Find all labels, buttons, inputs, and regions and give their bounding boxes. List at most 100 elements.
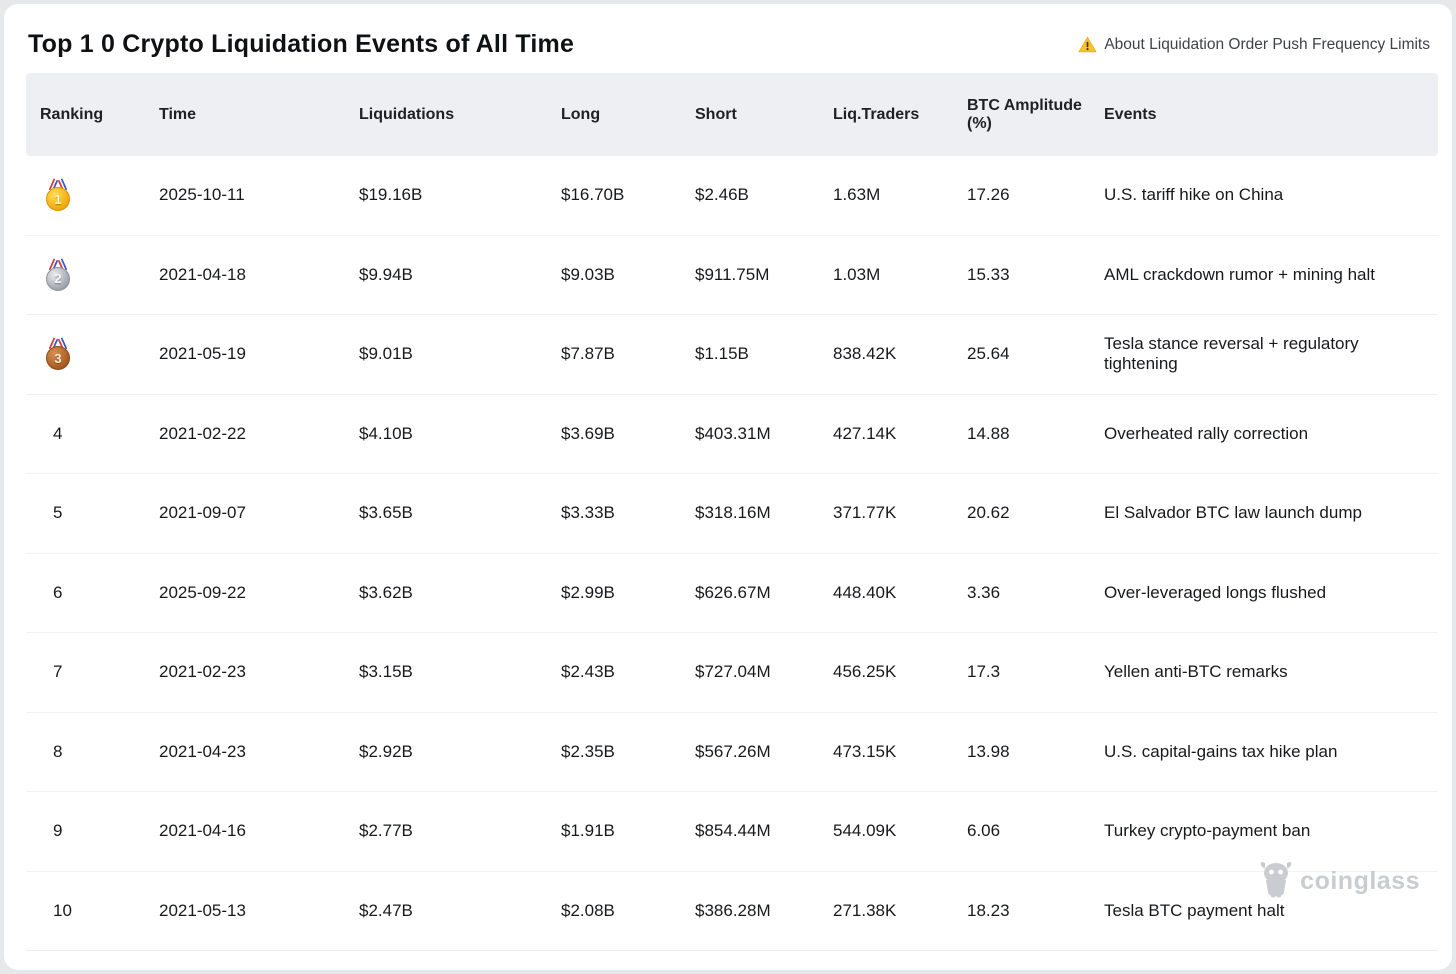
events-cell: Tesla stance reversal + regulatory tight… — [1104, 334, 1359, 374]
btc-amplitude-cell: 15.33 — [967, 264, 1010, 284]
liquidations-cell: $19.16B — [359, 185, 423, 205]
btc-amplitude-cell: 13.98 — [967, 741, 1010, 761]
table-row: 1 2025-10-11 $19.16B $16.70B $2.46B 1.63… — [26, 156, 1438, 236]
time-cell: 2021-09-07 — [159, 503, 246, 523]
long-cell: $2.43B — [561, 662, 615, 682]
liq-traders-cell: 544.09K — [833, 821, 897, 841]
table-row: 9 2021-04-16 $2.77B $1.91B $854.44M 544.… — [26, 792, 1438, 872]
card-header: Top 1 0 Crypto Liquidation Events of All… — [26, 4, 1430, 73]
table-body: 1 2025-10-11 $19.16B $16.70B $2.46B 1.63… — [26, 156, 1438, 951]
ranking-cell: 4 — [26, 424, 145, 444]
short-cell: $386.28M — [695, 900, 771, 920]
time-cell: 2021-04-16 — [159, 821, 246, 841]
events-cell: Turkey crypto-payment ban — [1104, 821, 1311, 841]
column-header: Short — [695, 105, 737, 123]
table-row: 7 2021-02-23 $3.15B $2.43B $727.04M 456.… — [26, 633, 1438, 713]
liq-traders-cell: 448.40K — [833, 582, 897, 602]
ranking-cell: 7 — [26, 662, 145, 682]
liq-traders-cell: 427.14K — [833, 423, 897, 443]
table-row: 8 2021-04-23 $2.92B $2.35B $567.26M 473.… — [26, 713, 1438, 792]
events-cell: Yellen anti-BTC remarks — [1104, 662, 1288, 682]
long-cell: $1.91B — [561, 821, 615, 841]
events-cell: Overheated rally correction — [1104, 423, 1309, 443]
btc-amplitude-cell: 25.64 — [967, 344, 1010, 364]
table-row: 6 2025-09-22 $3.62B $2.99B $626.67M 448.… — [26, 554, 1438, 633]
liq-traders-cell: 1.63M — [833, 185, 881, 205]
btc-amplitude-cell: 17.3 — [967, 662, 1001, 682]
short-cell: $911.75M — [695, 264, 770, 284]
ranking-cell: 6 — [26, 583, 145, 603]
table-row: 3 2021-05-19 $9.01B $7.87B $1.15B 838.42… — [26, 315, 1438, 395]
warning-icon — [1078, 36, 1097, 53]
btc-amplitude-cell: 14.88 — [967, 423, 1010, 443]
liquidations-cell: $3.62B — [359, 582, 413, 602]
long-cell: $9.03B — [561, 264, 615, 284]
liquidations-cell: $3.15B — [359, 662, 413, 682]
column-header: Liq.Traders — [833, 105, 920, 123]
rank-number: 7 — [53, 662, 63, 682]
short-cell: $567.26M — [695, 741, 771, 761]
liquidations-cell: $9.01B — [359, 344, 413, 364]
column-header: Ranking — [40, 105, 104, 123]
liquidation-events-card: Top 1 0 Crypto Liquidation Events of All… — [4, 4, 1452, 970]
page-title: Top 1 0 Crypto Liquidation Events of All… — [28, 30, 575, 58]
table-header-row: Ranking Time Liquidations Long Short Liq.Trad… — [26, 73, 1438, 156]
bronze-medal-icon: 3 — [45, 338, 71, 371]
time-cell: 2021-05-19 — [159, 344, 246, 364]
rank-number: 5 — [53, 503, 63, 523]
ranking-cell: 2 — [26, 259, 145, 291]
liquidation-table: Ranking Time Liquidations Long Short Liq.Trad… — [26, 73, 1438, 951]
short-cell: $318.16M — [695, 503, 771, 523]
short-cell: $1.15B — [695, 344, 749, 364]
btc-amplitude-cell: 3.36 — [967, 582, 1001, 602]
events-cell: Over-leveraged longs flushed — [1104, 582, 1327, 602]
time-cell: 2025-10-11 — [159, 185, 245, 205]
btc-amplitude-cell: 20.62 — [967, 503, 1010, 523]
events-cell: Tesla BTC payment halt — [1104, 900, 1285, 920]
long-cell: $3.69B — [561, 423, 615, 443]
liquidations-cell: $2.92B — [359, 741, 413, 761]
ranking-cell: 3 — [26, 338, 145, 371]
long-cell: $2.35B — [561, 741, 615, 761]
ranking-cell: 1 — [26, 179, 145, 212]
liq-traders-cell: 271.38K — [833, 900, 897, 920]
liq-traders-cell: 371.77K — [833, 503, 897, 523]
rank-number: 9 — [53, 821, 63, 841]
long-cell: $7.87B — [561, 344, 615, 364]
gold-medal-icon: 1 — [45, 179, 71, 212]
btc-amplitude-cell: 6.06 — [967, 821, 1001, 841]
time-cell: 2021-04-18 — [159, 264, 246, 284]
btc-amplitude-cell: 17.26 — [967, 185, 1010, 205]
liquidations-cell: $2.77B — [359, 821, 413, 841]
rank-number: 4 — [53, 423, 63, 443]
time-cell: 2021-04-23 — [159, 741, 246, 761]
liq-traders-cell: 456.25K — [833, 662, 897, 682]
rank-number: 8 — [53, 741, 63, 761]
liquidations-cell: $4.10B — [359, 423, 413, 443]
events-cell: AML crackdown rumor + mining halt — [1104, 264, 1376, 284]
table-row: 4 2021-02-22 $4.10B $3.69B $403.31M 427.… — [26, 395, 1438, 474]
column-header: Long — [561, 105, 601, 123]
events-cell: U.S. tariff hike on China — [1104, 185, 1284, 205]
liq-traders-cell: 1.03M — [833, 264, 881, 284]
long-cell: $3.33B — [561, 503, 615, 523]
ranking-cell: 10 — [26, 901, 145, 921]
time-cell: 2021-05-13 — [159, 900, 246, 920]
long-cell: $16.70B — [561, 185, 625, 205]
table-row: 10 2021-05-13 $2.47B $2.08B $386.28M 271… — [26, 872, 1438, 951]
table-row: 5 2021-09-07 $3.65B $3.33B $318.16M 371.… — [26, 474, 1438, 554]
column-header: Liquidations — [359, 105, 455, 123]
column-header: Time — [159, 105, 197, 123]
ranking-cell: 8 — [26, 742, 145, 762]
liq-traders-cell: 838.42K — [833, 344, 897, 364]
rank-number: 6 — [53, 582, 63, 602]
events-cell: El Salvador BTC law launch dump — [1104, 503, 1362, 523]
time-cell: 2021-02-22 — [159, 423, 246, 443]
liquidation-notice-link[interactable]: About Liquidation Order Push Frequency L… — [1078, 36, 1430, 54]
column-header: Events — [1104, 105, 1157, 123]
notice-label: About Liquidation Order Push Frequency L… — [1104, 35, 1430, 53]
liq-traders-cell: 473.15K — [833, 741, 897, 761]
liquidations-cell: $9.94B — [359, 264, 413, 284]
time-cell: 2021-02-23 — [159, 662, 246, 682]
rank-number: 10 — [53, 900, 72, 920]
